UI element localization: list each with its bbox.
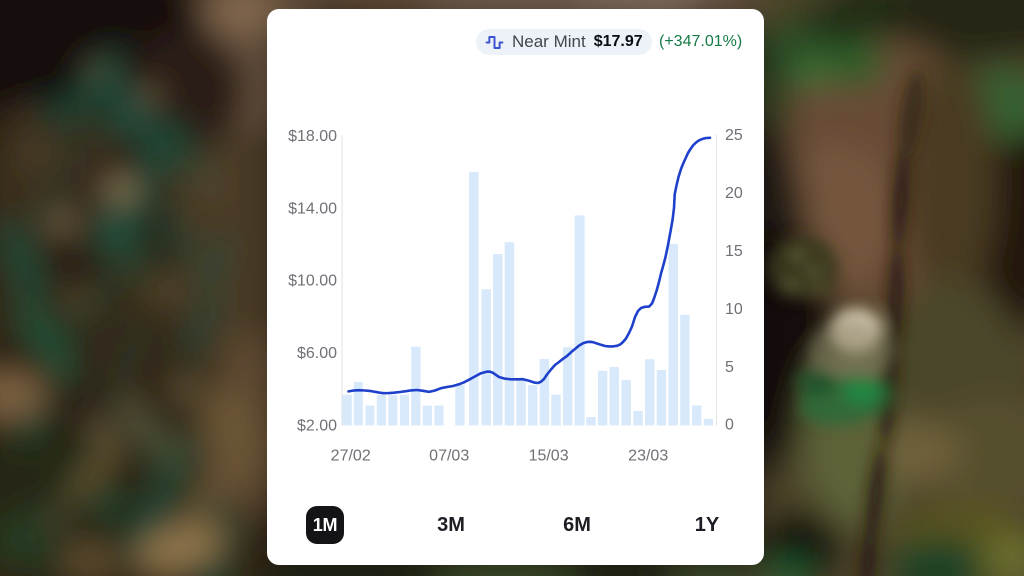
svg-text:0: 0 [725, 417, 734, 434]
svg-text:15/03: 15/03 [529, 448, 569, 465]
svg-text:20: 20 [725, 185, 743, 202]
svg-text:27/02: 27/02 [331, 448, 371, 465]
svg-text:$2.00: $2.00 [297, 418, 337, 435]
svg-text:25: 25 [725, 127, 743, 144]
svg-text:$18.00: $18.00 [288, 128, 337, 145]
svg-text:5: 5 [725, 359, 734, 376]
svg-text:15: 15 [725, 243, 743, 260]
svg-text:$6.00: $6.00 [297, 345, 337, 362]
svg-text:23/03: 23/03 [628, 448, 668, 465]
svg-text:07/03: 07/03 [429, 448, 469, 465]
svg-text:$14.00: $14.00 [288, 200, 337, 217]
svg-text:$10.00: $10.00 [288, 273, 337, 290]
svg-text:10: 10 [725, 301, 743, 318]
